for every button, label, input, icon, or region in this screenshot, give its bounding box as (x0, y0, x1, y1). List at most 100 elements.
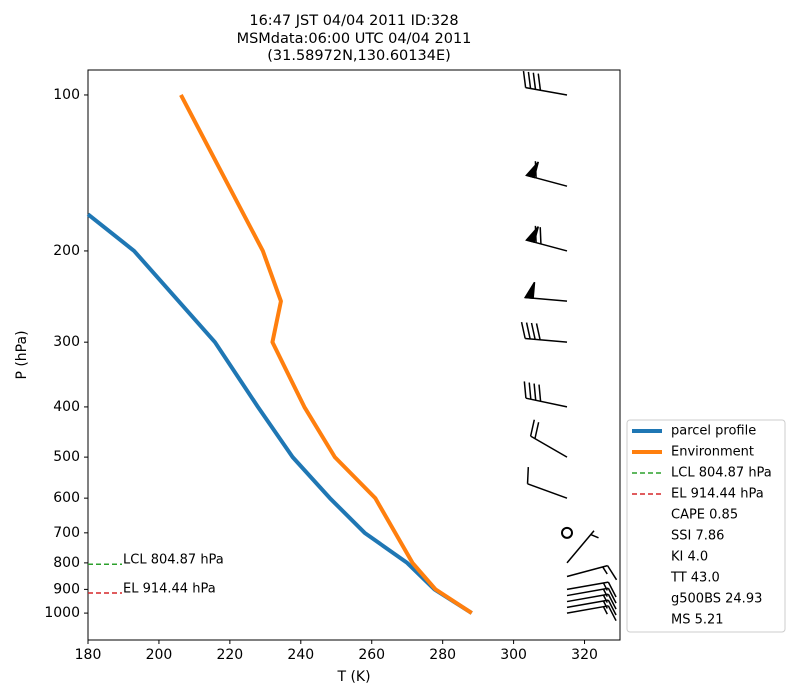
y-tick-label: 800 (53, 555, 80, 571)
y-tick-label: 200 (53, 243, 80, 259)
legend-index: MS 5.21 (671, 613, 724, 628)
legend-label: parcel profile (671, 424, 756, 439)
y-tick-label: 1000 (44, 605, 80, 621)
wind-barb (566, 530, 599, 564)
barb-full (607, 581, 617, 598)
x-tick-label: 240 (287, 647, 314, 663)
plot-frame (87, 69, 621, 641)
legend-label: Environment (671, 445, 754, 460)
wind-barb (523, 381, 568, 408)
calm-circle (561, 526, 573, 539)
x-axis-label: T (K) (336, 669, 370, 685)
barb-full (522, 70, 527, 88)
wind-barb (526, 467, 568, 499)
legend-label: LCL 804.87 hPa (671, 466, 772, 481)
barb-full (532, 72, 537, 90)
legend-index: KI 4.0 (671, 550, 708, 565)
legend-frame (626, 419, 786, 633)
barb-half (602, 594, 608, 603)
wind-barb (522, 70, 568, 96)
y-tick-label: 600 (53, 490, 80, 506)
wind-barb (566, 605, 617, 622)
barb-staff (566, 599, 609, 609)
x-tick-label: 320 (571, 647, 598, 663)
barb-full (607, 605, 617, 622)
profile-line (86, 212, 473, 615)
y-tick-label: 700 (53, 525, 80, 541)
barb-staff (566, 564, 608, 578)
wind-barb (561, 526, 573, 539)
barb-staff (566, 593, 609, 603)
barb-full (528, 382, 532, 400)
barb-full (607, 599, 617, 616)
wind-barb (566, 599, 617, 616)
x-tick-label: 260 (358, 647, 385, 663)
barb-half (602, 600, 608, 609)
chart-title: 16:47 JST 04/04 2011 ID:328 (249, 13, 458, 29)
barb-full (530, 322, 536, 340)
barb-full (606, 565, 618, 581)
y-axis-label: P (hPa) (14, 330, 30, 379)
barb-full (535, 323, 541, 340)
barb-full (537, 73, 542, 91)
legend-index: CAPE 0.85 (671, 508, 738, 523)
barb-full (534, 225, 537, 243)
wind-barb (523, 281, 568, 302)
y-tick-label: 500 (53, 449, 80, 465)
wind-barb (525, 225, 568, 252)
profile-line (179, 94, 473, 615)
barb-staff (525, 337, 568, 343)
x-tick-label: 200 (146, 647, 173, 663)
legend: parcel profile Environment LCL 804.87 hPa E… (626, 419, 786, 633)
barb-flag (523, 281, 536, 299)
chart-subtitle: MSMdata:06:00 UTC 04/04 2011 (237, 31, 472, 47)
barb-staff (530, 435, 568, 458)
wind-barb (566, 593, 617, 610)
barb-full (534, 422, 540, 439)
barb-full (607, 587, 617, 604)
level-label: EL 914.44 hPa (123, 581, 216, 596)
barb-full (526, 467, 530, 484)
x-tick-label: 300 (500, 647, 527, 663)
barb-half (602, 606, 608, 615)
barb-staff (566, 581, 609, 591)
barb-full (533, 383, 537, 401)
y-tick-label: 300 (53, 334, 80, 350)
wind-barb (525, 161, 568, 187)
barb-full (538, 384, 542, 402)
barb-full (525, 322, 531, 340)
barb-staff (527, 483, 568, 499)
wind-barb (566, 587, 617, 604)
wind-barb (520, 321, 568, 343)
barb-staff (566, 587, 609, 597)
x-tick-label: 220 (216, 647, 243, 663)
barb-half (602, 566, 608, 575)
y-tick-label: 400 (53, 399, 80, 415)
wind-barb (566, 564, 618, 581)
barb-half (590, 533, 599, 539)
barb-staff (566, 530, 595, 564)
barb-full (539, 227, 542, 244)
y-tick-label: 900 (53, 581, 80, 597)
x-tick-label: 180 (75, 647, 102, 663)
barb-full (607, 593, 617, 610)
legend-label: EL 914.44 hPa (671, 487, 764, 502)
x-tick-label: 280 (429, 647, 456, 663)
wind-barb (529, 419, 568, 458)
barb-staff (566, 605, 609, 614)
barb-full (534, 161, 537, 178)
barb-full (520, 321, 526, 339)
barb-staff (525, 397, 568, 408)
legend-index: g500BS 24.93 (671, 592, 762, 607)
legend-index: SSI 7.86 (671, 529, 724, 544)
barb-full (527, 71, 532, 89)
legend-index: TT 43.0 (670, 571, 720, 586)
barb-staff (525, 86, 568, 96)
level-label: LCL 804.87 hPa (123, 553, 224, 568)
y-tick-label: 100 (53, 87, 80, 103)
barb-full (529, 419, 536, 437)
chart-subtitle: (31.58972N,130.60134E) (267, 48, 451, 64)
barb-full (523, 381, 527, 399)
barb-half (602, 588, 608, 597)
